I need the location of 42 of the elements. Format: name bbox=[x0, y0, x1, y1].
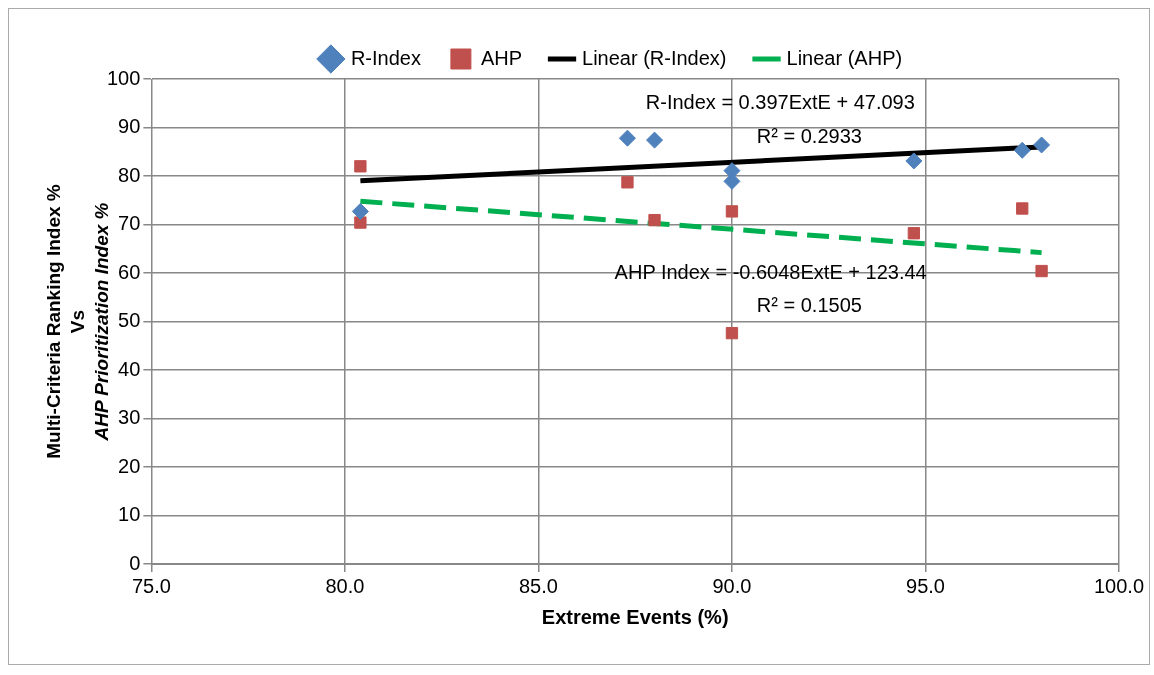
annotation: R² = 0.2933 bbox=[756, 124, 862, 147]
legend-label: Linear (AHP) bbox=[786, 46, 903, 69]
y-tick-label: 30 bbox=[118, 406, 141, 429]
legend-label: Linear (R-Index) bbox=[582, 46, 727, 69]
x-tick-label: 85.0 bbox=[518, 574, 558, 597]
point bbox=[646, 131, 664, 149]
x-tick-label: 100.0 bbox=[1093, 574, 1145, 597]
point bbox=[1013, 141, 1031, 159]
x-tick-label: 80.0 bbox=[325, 574, 365, 597]
x-axis-title: Extreme Events (%) bbox=[541, 605, 729, 628]
y-axis-title: Multi-Criteria Ranking Index % Vs AHP Prioritization Index % bbox=[43, 184, 113, 459]
y-tick-label: 90 bbox=[118, 115, 141, 138]
point bbox=[905, 152, 923, 170]
y-tick-label: 100 bbox=[106, 66, 141, 89]
y-tick-label: 80 bbox=[118, 163, 141, 186]
annotation: AHP Index = -0.6048ExtE + 123.44 bbox=[614, 260, 927, 283]
x-tick-label: 90.0 bbox=[712, 574, 752, 597]
point bbox=[648, 213, 661, 227]
y-tick-label: 20 bbox=[118, 454, 141, 477]
point bbox=[1035, 264, 1048, 278]
x-tick-label: 75.0 bbox=[131, 574, 171, 597]
legend-label: AHP bbox=[480, 46, 523, 69]
annotation: R² = 0.1505 bbox=[756, 294, 862, 317]
point bbox=[725, 205, 739, 218]
point bbox=[621, 176, 634, 189]
point bbox=[1016, 202, 1029, 215]
point bbox=[725, 326, 739, 340]
point bbox=[1033, 136, 1051, 154]
y-tick-label: 50 bbox=[118, 309, 141, 332]
y-tick-label: 10 bbox=[118, 503, 141, 526]
y-tick-label: 70 bbox=[118, 212, 141, 235]
x-tick-label: 95.0 bbox=[906, 574, 945, 597]
annotation: R-Index = 0.397ExtE + 47.093 bbox=[645, 90, 915, 113]
point bbox=[618, 129, 636, 147]
point bbox=[351, 202, 369, 220]
y-tick-label: 40 bbox=[118, 357, 141, 380]
point bbox=[907, 227, 921, 240]
point bbox=[354, 216, 367, 229]
y-tick-label: 0 bbox=[129, 551, 141, 574]
y-tick-label: 60 bbox=[118, 260, 141, 283]
legend-label: R-Index bbox=[350, 46, 421, 69]
point bbox=[354, 160, 367, 173]
